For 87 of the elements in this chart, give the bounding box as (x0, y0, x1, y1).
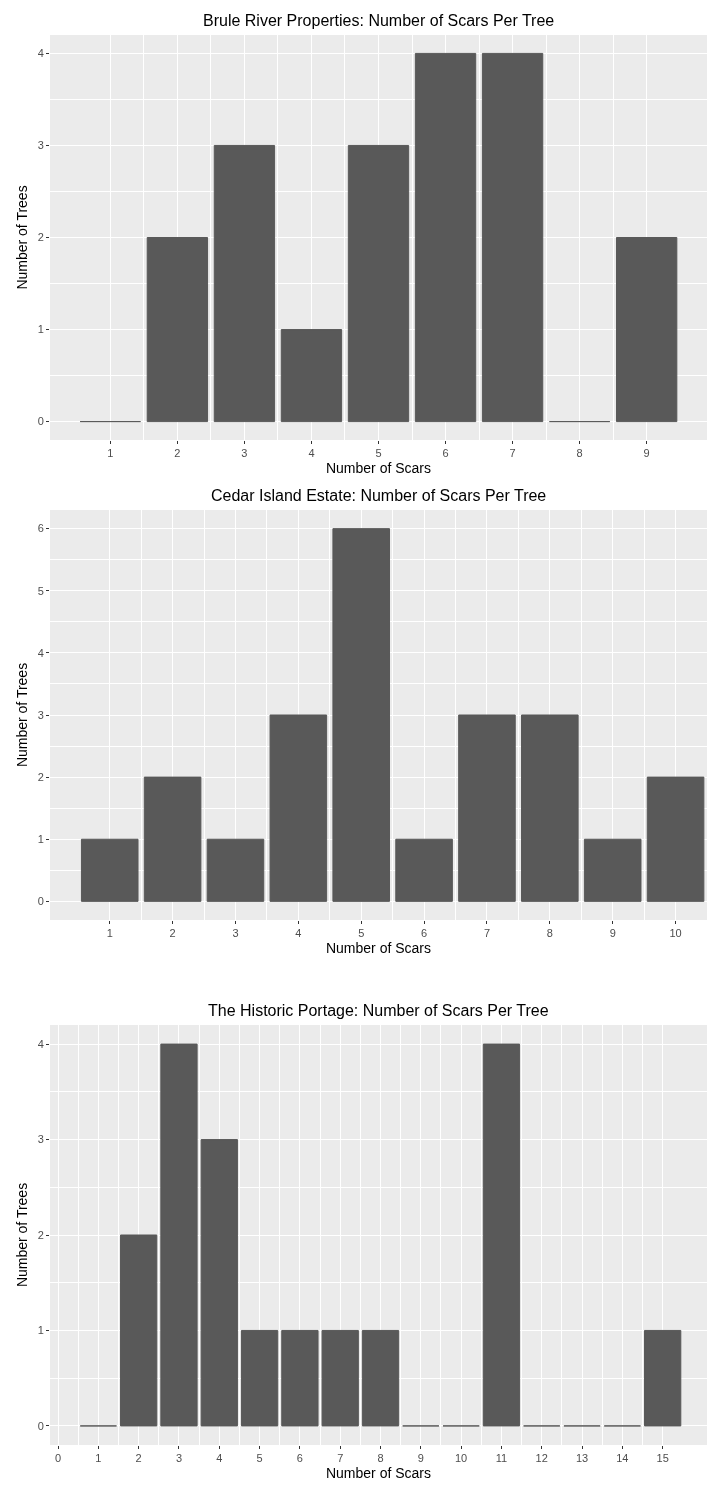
bar (644, 1329, 682, 1427)
x-tick-label: 2 (135, 1452, 142, 1465)
bar (213, 144, 276, 423)
bar (120, 1234, 158, 1427)
bar (200, 1139, 238, 1427)
x-tick-label: 2 (169, 927, 176, 940)
y-tick-label: 2 (37, 770, 44, 783)
y-tick-label: 0 (37, 1419, 44, 1432)
bar (160, 1043, 198, 1427)
x-tick-label: 15 (656, 1452, 669, 1465)
x-tick-label: 1 (107, 447, 114, 460)
bar (143, 776, 202, 902)
x-tick-label: 13 (575, 1452, 589, 1465)
y-tick-label: 1 (37, 833, 44, 846)
x-axis-title: Number of Scars (325, 459, 432, 476)
y-tick-label: 0 (37, 415, 44, 428)
x-tick-label: 10 (669, 927, 682, 940)
y-tick-label: 4 (37, 1037, 44, 1050)
x-tick-label: 9 (643, 447, 650, 460)
bar (206, 838, 265, 902)
bar (458, 714, 516, 902)
x-tick-label: 1 (106, 927, 113, 940)
x-tick-label: 7 (337, 1452, 344, 1465)
y-axis-title: Number of Trees (14, 185, 31, 290)
bar (80, 838, 139, 902)
x-tick-label: 4 (295, 927, 302, 940)
y-tick-label: 6 (37, 522, 44, 535)
x-tick-label: 10 (455, 1452, 468, 1465)
bar (481, 52, 544, 423)
bar (646, 776, 705, 902)
x-axis-title: Number of Scars (325, 939, 432, 956)
chart-title: Brule River Properties: Number of Scars Per Tree (203, 12, 555, 29)
bar (395, 838, 453, 902)
x-tick-label: 3 (232, 927, 239, 940)
bar (347, 144, 410, 423)
y-tick-label: 3 (37, 139, 44, 152)
y-axis-title: Number of Trees (14, 1182, 31, 1288)
x-tick-label: 12 (535, 1452, 548, 1465)
bar (583, 838, 642, 902)
x-tick-label: 8 (546, 927, 553, 940)
bar (269, 714, 328, 902)
bar (521, 714, 579, 902)
bar (482, 1043, 521, 1427)
x-tick-label: 8 (377, 1452, 384, 1465)
x-tick-label: 9 (417, 1452, 424, 1465)
bar (332, 528, 390, 902)
y-tick-label: 1 (37, 1324, 44, 1337)
x-tick-label: 6 (421, 927, 428, 940)
x-tick-label: 14 (616, 1452, 629, 1465)
x-tick-label: 6 (442, 447, 449, 460)
bar (280, 329, 343, 423)
y-tick-label: 2 (37, 1228, 44, 1241)
y-tick-label: 3 (37, 1133, 44, 1146)
x-tick-label: 7 (509, 447, 516, 460)
y-tick-label: 2 (37, 231, 44, 244)
chart-title: The Historic Portage: Number of Scars Per Tree (208, 1002, 549, 1019)
x-tick-label: 7 (483, 927, 491, 940)
chart-title: Cedar Island Estate: Number of Scars Per Tree (211, 487, 547, 504)
x-tick-label: 2 (174, 447, 181, 460)
x-tick-label: 5 (256, 1452, 263, 1465)
x-tick-label: 0 (55, 1452, 62, 1465)
x-tick-label: 1 (95, 1452, 102, 1465)
x-tick-label: 3 (175, 1452, 183, 1465)
bar (281, 1329, 319, 1427)
x-tick-label: 6 (296, 1452, 303, 1465)
y-tick-label: 1 (37, 323, 44, 336)
bar (321, 1329, 359, 1427)
bar (615, 237, 678, 423)
x-tick-label: 8 (576, 447, 583, 460)
y-tick-label: 5 (37, 584, 44, 597)
y-tick-label: 0 (37, 895, 44, 908)
x-axis-title: Number of Scars (325, 1464, 432, 1481)
x-tick-label: 3 (241, 447, 248, 460)
y-tick-label: 3 (37, 708, 44, 721)
y-axis-title: Number of Trees (14, 662, 31, 768)
x-tick-label: 4 (216, 1452, 223, 1465)
bar (240, 1329, 279, 1427)
x-tick-label: 5 (375, 447, 382, 460)
x-tick-label: 11 (495, 1452, 508, 1465)
bar (361, 1329, 400, 1427)
y-tick-label: 4 (37, 646, 44, 659)
x-tick-label: 4 (308, 447, 315, 460)
bar (414, 52, 477, 423)
bar (146, 237, 209, 423)
x-tick-label: 9 (609, 927, 616, 940)
y-tick-label: 4 (37, 47, 44, 60)
x-tick-label: 5 (358, 927, 365, 940)
